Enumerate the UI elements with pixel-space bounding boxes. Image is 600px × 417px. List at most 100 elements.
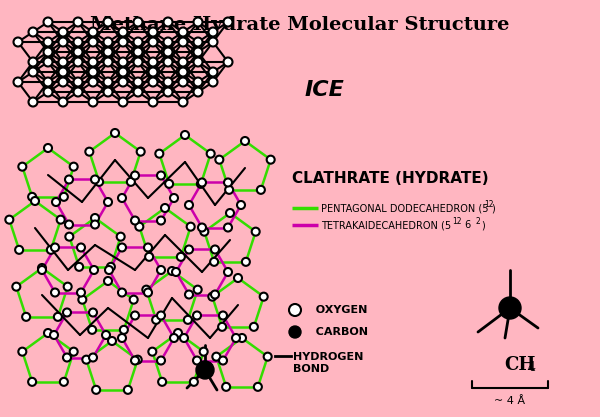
Circle shape (104, 78, 113, 86)
Circle shape (89, 38, 97, 47)
Circle shape (210, 258, 218, 266)
Circle shape (119, 28, 128, 37)
Circle shape (29, 58, 37, 66)
Circle shape (104, 38, 113, 47)
Circle shape (47, 246, 55, 254)
Circle shape (163, 38, 173, 47)
Circle shape (209, 78, 218, 86)
Text: OXYGEN: OXYGEN (308, 305, 367, 315)
Circle shape (223, 18, 233, 27)
Circle shape (144, 289, 152, 296)
Circle shape (90, 266, 98, 274)
Circle shape (52, 198, 60, 206)
Circle shape (133, 78, 143, 86)
Circle shape (224, 224, 232, 231)
Circle shape (92, 386, 100, 394)
Circle shape (28, 193, 36, 201)
Circle shape (74, 38, 83, 47)
Circle shape (19, 348, 26, 356)
Circle shape (232, 334, 240, 342)
Circle shape (193, 48, 203, 56)
Circle shape (225, 186, 233, 194)
Circle shape (119, 98, 128, 106)
Circle shape (133, 48, 143, 56)
Circle shape (180, 334, 188, 342)
Circle shape (158, 378, 166, 386)
Text: Methane Hydrate Molecular Structure: Methane Hydrate Molecular Structure (91, 16, 509, 34)
Circle shape (184, 316, 192, 324)
Text: CLATHRATE (HYDRATE): CLATHRATE (HYDRATE) (292, 171, 488, 186)
Circle shape (74, 48, 83, 56)
Circle shape (165, 180, 173, 188)
Circle shape (59, 78, 67, 86)
Circle shape (222, 383, 230, 391)
Circle shape (44, 88, 53, 96)
Circle shape (77, 244, 85, 251)
Circle shape (149, 38, 157, 47)
Circle shape (22, 313, 30, 321)
Circle shape (131, 171, 139, 179)
Circle shape (77, 289, 85, 296)
Circle shape (74, 58, 83, 66)
Circle shape (31, 197, 39, 205)
Circle shape (194, 286, 202, 294)
Circle shape (134, 356, 142, 364)
Circle shape (59, 38, 67, 47)
Circle shape (242, 258, 250, 266)
Circle shape (133, 58, 143, 66)
Circle shape (104, 58, 113, 66)
Circle shape (104, 88, 113, 96)
Text: ~ 4 Å: ~ 4 Å (494, 396, 526, 406)
Text: ): ) (491, 203, 495, 213)
Circle shape (63, 354, 71, 362)
Text: 6: 6 (462, 220, 471, 230)
Circle shape (104, 18, 113, 27)
Circle shape (54, 313, 62, 321)
Circle shape (155, 150, 163, 158)
Circle shape (91, 221, 99, 229)
Circle shape (88, 326, 96, 334)
Circle shape (187, 223, 194, 231)
Circle shape (50, 331, 58, 339)
Circle shape (118, 289, 126, 296)
Circle shape (89, 309, 97, 317)
Circle shape (163, 88, 173, 96)
Circle shape (119, 78, 128, 86)
Circle shape (257, 186, 265, 194)
Circle shape (28, 378, 36, 386)
Circle shape (59, 68, 67, 76)
Circle shape (197, 180, 205, 188)
Circle shape (102, 331, 110, 339)
Circle shape (185, 201, 193, 209)
Circle shape (74, 78, 83, 86)
Circle shape (19, 163, 26, 171)
Circle shape (152, 316, 160, 324)
Circle shape (70, 348, 77, 356)
Circle shape (145, 253, 153, 261)
Circle shape (89, 98, 97, 106)
Circle shape (29, 68, 37, 76)
Circle shape (238, 334, 246, 342)
Circle shape (44, 38, 53, 47)
Circle shape (224, 268, 232, 276)
Circle shape (116, 233, 125, 241)
Circle shape (111, 129, 119, 137)
Circle shape (237, 201, 245, 209)
Circle shape (157, 171, 165, 179)
Circle shape (209, 28, 218, 37)
Circle shape (219, 357, 227, 364)
Circle shape (38, 264, 46, 272)
Circle shape (157, 311, 165, 319)
Circle shape (218, 323, 226, 331)
Circle shape (44, 329, 52, 337)
Circle shape (64, 283, 71, 291)
Circle shape (149, 98, 157, 106)
Circle shape (14, 38, 23, 47)
Circle shape (174, 329, 182, 337)
Circle shape (234, 274, 242, 282)
Circle shape (70, 163, 77, 171)
Circle shape (44, 144, 52, 152)
Circle shape (209, 38, 218, 47)
Circle shape (149, 28, 157, 37)
Circle shape (157, 357, 165, 364)
